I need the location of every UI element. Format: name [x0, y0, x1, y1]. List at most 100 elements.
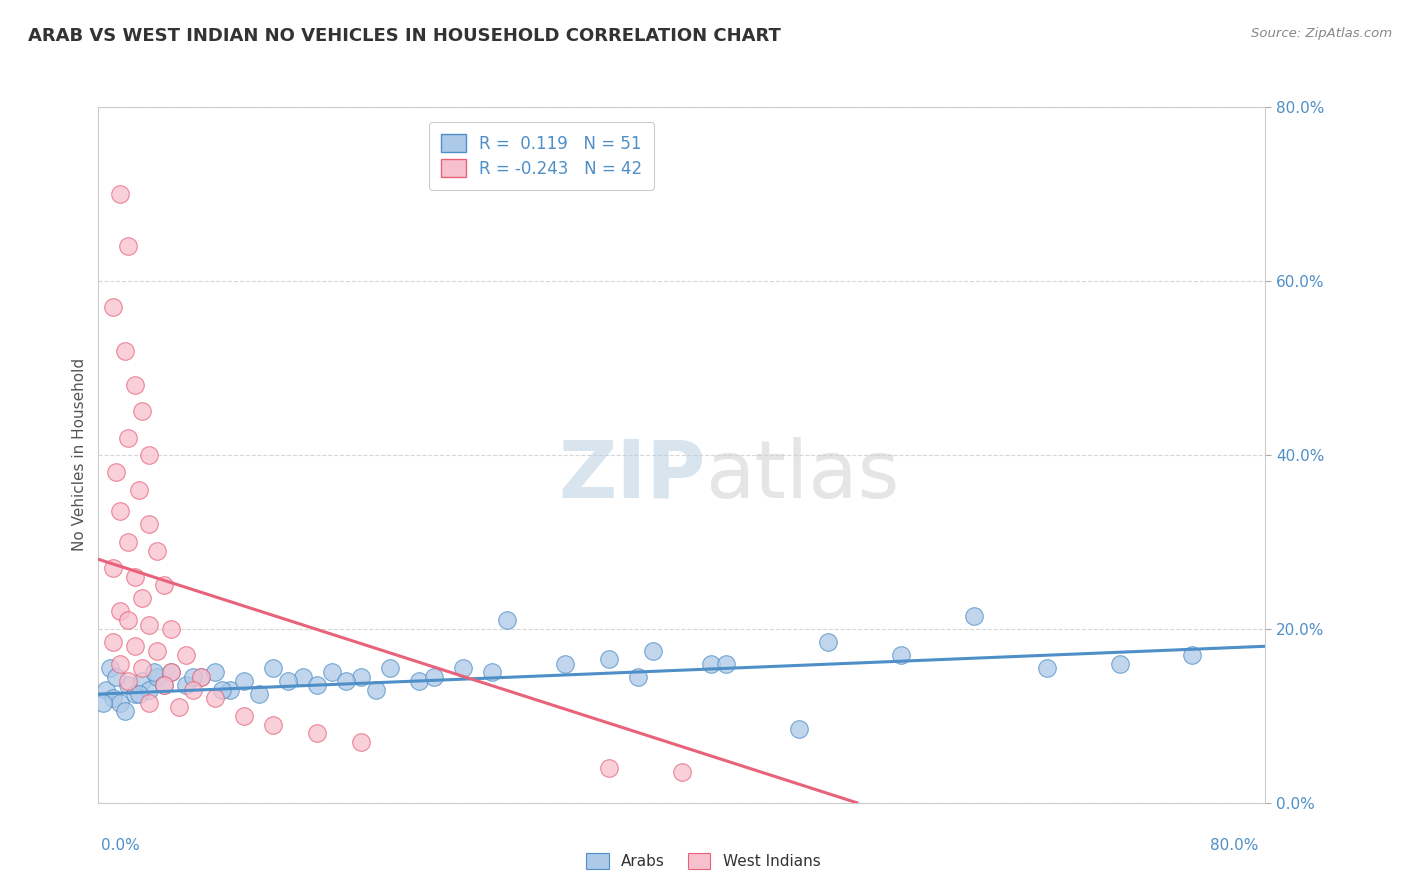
Point [128, 687, 150, 701]
Point [104, 466, 127, 480]
Point [110, 605, 132, 619]
Point [117, 430, 139, 444]
Point [131, 661, 153, 675]
Point [641, 643, 664, 657]
Point [160, 665, 183, 680]
Point [307, 678, 329, 692]
Point [335, 674, 357, 689]
Point [153, 678, 176, 692]
Point [1108, 657, 1130, 671]
Point [104, 670, 127, 684]
Point [138, 448, 160, 462]
Point [91, 696, 114, 710]
Point [94, 682, 117, 697]
Point [131, 591, 153, 606]
Point [378, 661, 402, 675]
Point [110, 504, 132, 518]
Point [817, 635, 839, 649]
Point [451, 661, 474, 675]
Point [181, 670, 204, 684]
Text: Source: ZipAtlas.com: Source: ZipAtlas.com [1251, 27, 1392, 40]
Point [131, 404, 153, 418]
Point [671, 765, 693, 780]
Point [277, 674, 299, 689]
Point [1181, 648, 1204, 662]
Point [181, 682, 204, 697]
Text: 0.0%: 0.0% [101, 838, 141, 854]
Point [117, 678, 139, 692]
Point [114, 343, 136, 358]
Point [204, 665, 226, 680]
Point [262, 661, 284, 675]
Point [124, 378, 146, 392]
Point [131, 674, 153, 689]
Point [117, 239, 139, 253]
Point [700, 657, 723, 671]
Point [321, 665, 343, 680]
Point [890, 648, 912, 662]
Point [350, 735, 373, 749]
Point [262, 717, 284, 731]
Point [110, 657, 132, 671]
Point [146, 643, 169, 657]
Text: atlas: atlas [706, 437, 900, 515]
Point [110, 186, 132, 201]
Point [153, 678, 176, 692]
Point [138, 682, 160, 697]
Point [114, 705, 136, 719]
Point [233, 708, 256, 723]
Point [167, 700, 190, 714]
Point [423, 670, 446, 684]
Point [962, 608, 984, 623]
Point [307, 726, 329, 740]
Point [211, 682, 233, 697]
Point [495, 613, 517, 627]
Point [124, 687, 146, 701]
Point [598, 761, 620, 775]
Legend: Arabs, West Indians: Arabs, West Indians [579, 847, 827, 875]
Point [481, 665, 503, 680]
Point [124, 639, 146, 653]
Point [1035, 661, 1057, 675]
Point [101, 300, 124, 314]
Y-axis label: No Vehicles in Household: No Vehicles in Household [72, 359, 87, 551]
Point [101, 635, 124, 649]
Point [138, 517, 160, 532]
Point [233, 674, 256, 689]
Point [408, 674, 430, 689]
Point [190, 670, 212, 684]
Text: ZIP: ZIP [558, 437, 706, 515]
Point [98, 661, 121, 675]
Point [110, 696, 132, 710]
Point [117, 674, 139, 689]
Point [117, 534, 139, 549]
Point [247, 687, 270, 701]
Point [128, 483, 150, 497]
Point [101, 561, 124, 575]
Point [124, 570, 146, 584]
Point [146, 543, 169, 558]
Point [138, 617, 160, 632]
Point [138, 696, 160, 710]
Point [153, 578, 176, 592]
Point [291, 670, 314, 684]
Point [101, 691, 124, 706]
Point [190, 670, 212, 684]
Point [142, 665, 165, 680]
Point [350, 670, 373, 684]
Point [787, 722, 810, 736]
Point [554, 657, 576, 671]
Legend: R =  0.119   N = 51, R = -0.243   N = 42: R = 0.119 N = 51, R = -0.243 N = 42 [429, 122, 654, 190]
Text: 80.0%: 80.0% [1211, 838, 1258, 854]
Point [218, 682, 240, 697]
Point [627, 670, 650, 684]
Point [117, 613, 139, 627]
Point [174, 678, 197, 692]
Text: ARAB VS WEST INDIAN NO VEHICLES IN HOUSEHOLD CORRELATION CHART: ARAB VS WEST INDIAN NO VEHICLES IN HOUSE… [28, 27, 780, 45]
Point [174, 648, 197, 662]
Point [146, 670, 169, 684]
Point [160, 665, 183, 680]
Point [364, 682, 387, 697]
Point [714, 657, 737, 671]
Point [160, 622, 183, 636]
